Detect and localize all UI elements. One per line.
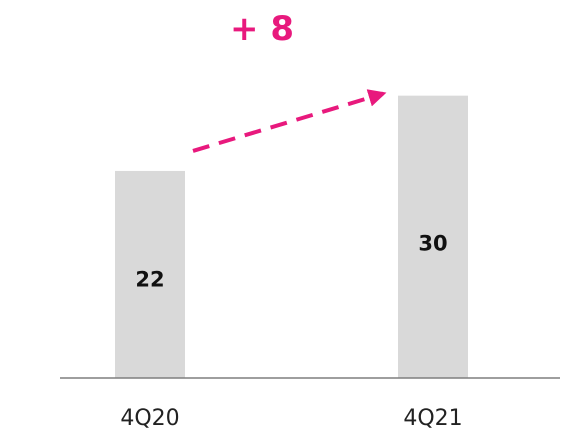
value-labels-group: 22 30	[135, 231, 447, 291]
bars-group	[115, 95, 468, 378]
bar-4q20	[115, 170, 185, 378]
value-label-4q21: 30	[418, 231, 447, 255]
x-tick-label-4q20: 4Q20	[120, 406, 179, 431]
bar-4q21	[398, 95, 468, 378]
change-label: + 8	[230, 9, 294, 49]
x-tick-label-4q21: 4Q21	[403, 406, 462, 431]
x-tick-labels-group: 4Q20 4Q21	[120, 406, 462, 431]
change-arrow	[192, 89, 387, 153]
value-label-4q20: 22	[135, 268, 164, 292]
